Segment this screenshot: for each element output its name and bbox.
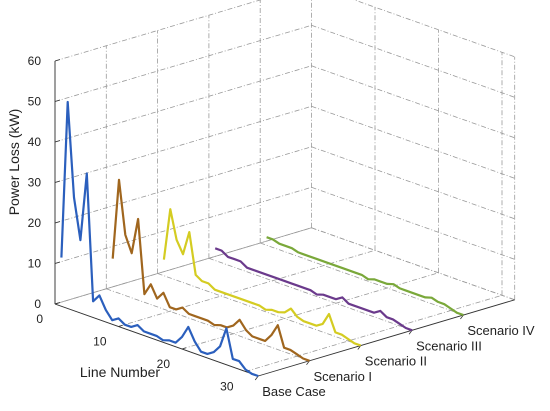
scenario-label: Base Case (262, 384, 326, 399)
z-tick-label: 10 (28, 257, 42, 271)
z-tick-label: 20 (28, 216, 42, 230)
x-tick-label: 10 (93, 335, 107, 349)
x-tick-mark (118, 324, 123, 327)
zlabel: Power Loss (kW) (6, 109, 22, 216)
floor-grid-line (208, 257, 413, 331)
series-layer (60, 100, 464, 378)
z-tick-mark (54, 221, 61, 224)
z-tick-label: 30 (28, 176, 42, 190)
scenario-label: Scenario II (365, 354, 427, 369)
x-tick-mark (54, 302, 60, 305)
z-tick-label: 60 (28, 54, 42, 68)
grid-line-z-back (54, 146, 312, 224)
xlabel: Line Number (80, 364, 160, 380)
z-tick-label: 50 (28, 95, 42, 109)
floor-grid-line-x (181, 272, 439, 350)
floor-grid-line (157, 273, 361, 346)
z-tick-mark (54, 99, 61, 102)
grid-line-z-back (54, 24, 312, 102)
floor-grid-line (106, 288, 310, 362)
series-line (162, 208, 362, 347)
z-tick-mark (54, 59, 61, 62)
series-line (214, 247, 413, 332)
grid-line-z-side (311, 146, 515, 220)
series-line (60, 100, 259, 378)
z-tick-label: 0 (34, 297, 41, 311)
grid-line-z-back (54, 65, 312, 143)
x-tick-label: 0 (36, 312, 43, 326)
grid-line-z-side (311, 65, 515, 139)
x-tick-label: 20 (157, 357, 171, 371)
label-layer: Power Loss (kW) Line Number 0 10 20 30 40 50 6… (6, 54, 535, 399)
series-line (111, 178, 310, 362)
grid-line-z-back (54, 105, 312, 183)
scenario-label: Scenario IV (467, 323, 535, 338)
floor-grid-line-x (118, 249, 376, 327)
z-tick-mark (54, 261, 61, 264)
grid-line-z-side (311, 105, 515, 179)
floor-grid-line-x (54, 227, 312, 305)
scenario-label: Scenario I (314, 369, 373, 384)
x-axis-line (54, 303, 259, 377)
grid-line-z-back (54, 0, 262, 62)
z-tick-label: 40 (28, 135, 42, 149)
floor-grid-line-x (245, 294, 503, 372)
z-tick-mark (54, 180, 61, 183)
floor-grid-line (311, 227, 515, 301)
grid-line-z-back (54, 186, 312, 264)
scenario-label: Scenario III (416, 338, 482, 353)
x-tick-label: 30 (220, 380, 234, 394)
grid-line-z-side (311, 186, 515, 260)
floor-grid-line (260, 242, 464, 316)
grid-line-z-side (311, 24, 515, 98)
series-line (266, 236, 464, 317)
x-tick-mark (181, 347, 187, 350)
grid-line-z-side (353, 0, 515, 58)
y-axis-line (258, 299, 515, 377)
z-tick-mark (54, 140, 61, 143)
